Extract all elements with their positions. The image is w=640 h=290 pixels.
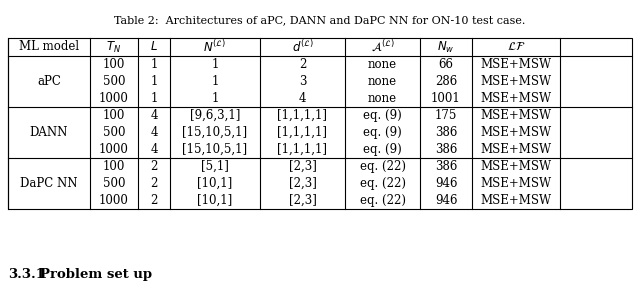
Text: none: none	[368, 75, 397, 88]
Text: 1: 1	[211, 75, 219, 88]
Text: 1000: 1000	[99, 92, 129, 105]
Text: [15,10,5,1]: [15,10,5,1]	[182, 126, 248, 139]
Text: [5,1]: [5,1]	[201, 160, 229, 173]
Text: 1000: 1000	[99, 143, 129, 156]
Text: 500: 500	[103, 126, 125, 139]
Text: 2: 2	[150, 160, 157, 173]
Text: MSE+MSW: MSE+MSW	[481, 143, 552, 156]
Text: $\mathcal{LF}$: $\mathcal{LF}$	[507, 41, 525, 53]
Text: 4: 4	[299, 92, 307, 105]
Text: 100: 100	[103, 109, 125, 122]
Text: 386: 386	[435, 160, 457, 173]
Text: 1001: 1001	[431, 92, 461, 105]
Text: eq. (22): eq. (22)	[360, 194, 406, 207]
Text: [9,6,3,1]: [9,6,3,1]	[190, 109, 240, 122]
Text: [1,1,1,1]: [1,1,1,1]	[278, 143, 328, 156]
Text: $\mathcal{A}^{(\mathcal{L})}$: $\mathcal{A}^{(\mathcal{L})}$	[371, 39, 394, 55]
Text: [1,1,1,1]: [1,1,1,1]	[278, 126, 328, 139]
Text: 66: 66	[438, 58, 454, 71]
Text: DANN: DANN	[30, 126, 68, 139]
Text: $d^{(\mathcal{L})}$: $d^{(\mathcal{L})}$	[292, 39, 314, 55]
Text: Table 2:  Architectures of aPC, DANN and DaPC NN for ON-10 test case.: Table 2: Architectures of aPC, DANN and …	[115, 15, 525, 25]
Text: MSE+MSW: MSE+MSW	[481, 194, 552, 207]
Text: eq. (9): eq. (9)	[363, 126, 402, 139]
Text: MSE+MSW: MSE+MSW	[481, 92, 552, 105]
Text: [2,3]: [2,3]	[289, 177, 316, 190]
Text: DaPC NN: DaPC NN	[20, 177, 77, 190]
Text: 1: 1	[211, 58, 219, 71]
Text: MSE+MSW: MSE+MSW	[481, 109, 552, 122]
Text: $N_w$: $N_w$	[437, 39, 455, 55]
Text: [15,10,5,1]: [15,10,5,1]	[182, 143, 248, 156]
Text: 386: 386	[435, 143, 457, 156]
Text: 3: 3	[299, 75, 307, 88]
Text: 4: 4	[150, 109, 157, 122]
Text: MSE+MSW: MSE+MSW	[481, 177, 552, 190]
Text: $N^{(\mathcal{L})}$: $N^{(\mathcal{L})}$	[204, 39, 227, 55]
Text: $T_N$: $T_N$	[106, 39, 122, 55]
Text: 2: 2	[150, 194, 157, 207]
Text: 1: 1	[150, 58, 157, 71]
Text: 1000: 1000	[99, 194, 129, 207]
Text: Problem set up: Problem set up	[40, 268, 152, 281]
Text: eq. (22): eq. (22)	[360, 177, 406, 190]
Text: 1: 1	[150, 92, 157, 105]
Text: 3.3.1: 3.3.1	[8, 268, 45, 281]
Text: eq. (9): eq. (9)	[363, 143, 402, 156]
Text: 500: 500	[103, 75, 125, 88]
Text: 386: 386	[435, 126, 457, 139]
Text: [2,3]: [2,3]	[289, 194, 316, 207]
Text: [10,1]: [10,1]	[197, 194, 232, 207]
Text: none: none	[368, 92, 397, 105]
Text: $L$: $L$	[150, 41, 158, 53]
Text: 100: 100	[103, 58, 125, 71]
Text: [2,3]: [2,3]	[289, 160, 316, 173]
Text: 946: 946	[435, 177, 457, 190]
Text: ML model: ML model	[19, 41, 79, 53]
Text: 1: 1	[150, 75, 157, 88]
Text: 4: 4	[150, 126, 157, 139]
Text: aPC: aPC	[37, 75, 61, 88]
Text: MSE+MSW: MSE+MSW	[481, 75, 552, 88]
Text: eq. (22): eq. (22)	[360, 160, 406, 173]
Bar	[8, 38, 632, 209]
Text: 946: 946	[435, 194, 457, 207]
Text: 2: 2	[299, 58, 306, 71]
Text: 286: 286	[435, 75, 457, 88]
Text: [1,1,1,1]: [1,1,1,1]	[278, 109, 328, 122]
Text: MSE+MSW: MSE+MSW	[481, 58, 552, 71]
Text: 1: 1	[211, 92, 219, 105]
Text: 500: 500	[103, 177, 125, 190]
Text: MSE+MSW: MSE+MSW	[481, 160, 552, 173]
Text: eq. (9): eq. (9)	[363, 109, 402, 122]
Text: 4: 4	[150, 143, 157, 156]
Text: 2: 2	[150, 177, 157, 190]
Text: [10,1]: [10,1]	[197, 177, 232, 190]
Text: MSE+MSW: MSE+MSW	[481, 126, 552, 139]
Text: 100: 100	[103, 160, 125, 173]
Text: 175: 175	[435, 109, 457, 122]
Text: none: none	[368, 58, 397, 71]
